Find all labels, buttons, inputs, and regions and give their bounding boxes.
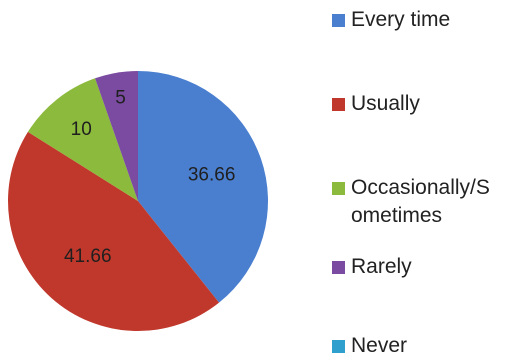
pie-slice [95, 71, 138, 201]
legend-swatch [332, 98, 345, 111]
data-label: 36.66 [188, 164, 236, 185]
pie-slice [8, 131, 220, 331]
data-label: 41.66 [64, 246, 112, 267]
legend-label: Every time [351, 8, 451, 31]
pie-slice [138, 71, 269, 303]
data-label: 10 [71, 119, 92, 140]
legend-item-occasionally-sometimes[interactable]: Occasionally/S ometimes [332, 174, 521, 230]
legend-swatch [332, 14, 345, 27]
legend-label: Occasionally/S ometimes [351, 176, 490, 227]
legend-label: Usually [351, 92, 420, 115]
legend-item-usually[interactable]: Usually [332, 90, 521, 118]
legend-swatch [332, 182, 345, 195]
pie-slice [27, 78, 138, 201]
legend-item-never[interactable]: Never [332, 332, 521, 360]
data-label: 5 [115, 87, 126, 108]
legend-swatch [332, 340, 345, 353]
legend-item-rarely[interactable]: Rarely [332, 253, 521, 281]
legend-label: Rarely [351, 255, 412, 278]
pie-chart: 36.66 41.66 10 5 [8, 71, 269, 331]
legend-swatch [332, 261, 345, 274]
legend-item-every-time[interactable]: Every time [332, 6, 521, 34]
legend-label: Never [351, 334, 408, 357]
